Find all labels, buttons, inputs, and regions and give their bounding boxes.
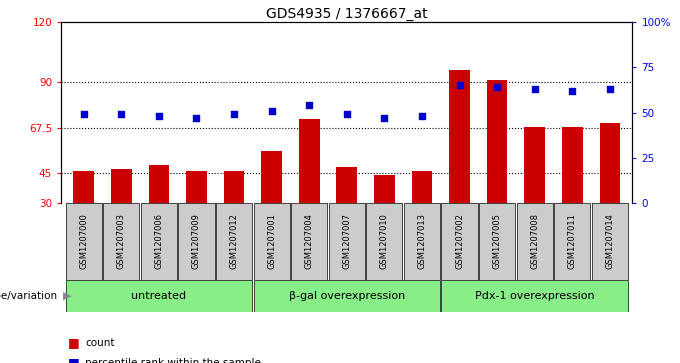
Text: GSM1207006: GSM1207006 (154, 213, 163, 269)
Text: ■: ■ (68, 356, 80, 363)
Bar (141, 203, 177, 280)
Point (567, 88, 578, 94)
Text: Pdx-1 overexpression: Pdx-1 overexpression (475, 291, 594, 301)
Text: GSM1207005: GSM1207005 (492, 213, 502, 269)
Bar (103, 203, 139, 280)
Bar (66, 280, 252, 312)
Bar (600, 123, 620, 203)
Text: GSM1207010: GSM1207010 (380, 213, 389, 269)
Text: GSM1207011: GSM1207011 (568, 213, 577, 269)
Text: GSM1207002: GSM1207002 (455, 213, 464, 269)
Bar (374, 175, 394, 203)
Bar (411, 171, 432, 203)
Text: GSM1207003: GSM1207003 (117, 213, 126, 269)
Bar (441, 203, 477, 280)
Bar (562, 127, 583, 203)
Point (304, 102, 315, 108)
Text: β-gal overexpression: β-gal overexpression (289, 291, 405, 301)
Text: ▶: ▶ (63, 291, 72, 301)
Point (266, 108, 277, 114)
Bar (186, 171, 207, 203)
Text: GSM1207009: GSM1207009 (192, 213, 201, 269)
Text: GSM1207013: GSM1207013 (418, 213, 426, 269)
Bar (291, 203, 327, 280)
Point (379, 115, 390, 121)
Title: GDS4935 / 1376667_at: GDS4935 / 1376667_at (266, 7, 428, 21)
Bar (337, 167, 357, 203)
Bar (299, 119, 320, 203)
Bar (254, 280, 440, 312)
Bar (404, 203, 440, 280)
Point (605, 86, 615, 92)
Bar (449, 70, 470, 203)
Text: GSM1207012: GSM1207012 (230, 213, 239, 269)
Bar (328, 203, 365, 280)
Point (529, 86, 540, 92)
Point (191, 115, 202, 121)
Bar (441, 280, 628, 312)
Point (154, 113, 165, 119)
Text: ■: ■ (68, 337, 80, 350)
Bar (554, 203, 590, 280)
Text: genotype/variation: genotype/variation (0, 291, 58, 301)
Text: GSM1207008: GSM1207008 (530, 213, 539, 269)
Text: GSM1207004: GSM1207004 (305, 213, 313, 269)
Text: GSM1207014: GSM1207014 (605, 213, 614, 269)
Text: untreated: untreated (131, 291, 186, 301)
Point (492, 84, 503, 90)
Bar (73, 171, 94, 203)
Text: GSM1207007: GSM1207007 (342, 213, 352, 269)
Bar (517, 203, 553, 280)
Bar (254, 203, 290, 280)
Bar (178, 203, 214, 280)
Bar (148, 165, 169, 203)
Bar (592, 203, 628, 280)
Point (78, 111, 89, 117)
Bar (216, 203, 252, 280)
Text: count: count (85, 338, 114, 348)
Bar (487, 80, 507, 203)
Point (116, 111, 126, 117)
Bar (367, 203, 403, 280)
Bar (224, 171, 244, 203)
Point (454, 82, 465, 88)
Text: GSM1207001: GSM1207001 (267, 213, 276, 269)
Text: percentile rank within the sample: percentile rank within the sample (85, 358, 261, 363)
Point (228, 111, 239, 117)
Bar (479, 203, 515, 280)
Bar (111, 169, 132, 203)
Point (417, 113, 428, 119)
Point (341, 111, 352, 117)
Bar (66, 203, 102, 280)
Text: GSM1207000: GSM1207000 (80, 213, 88, 269)
Bar (261, 151, 282, 203)
Bar (524, 127, 545, 203)
